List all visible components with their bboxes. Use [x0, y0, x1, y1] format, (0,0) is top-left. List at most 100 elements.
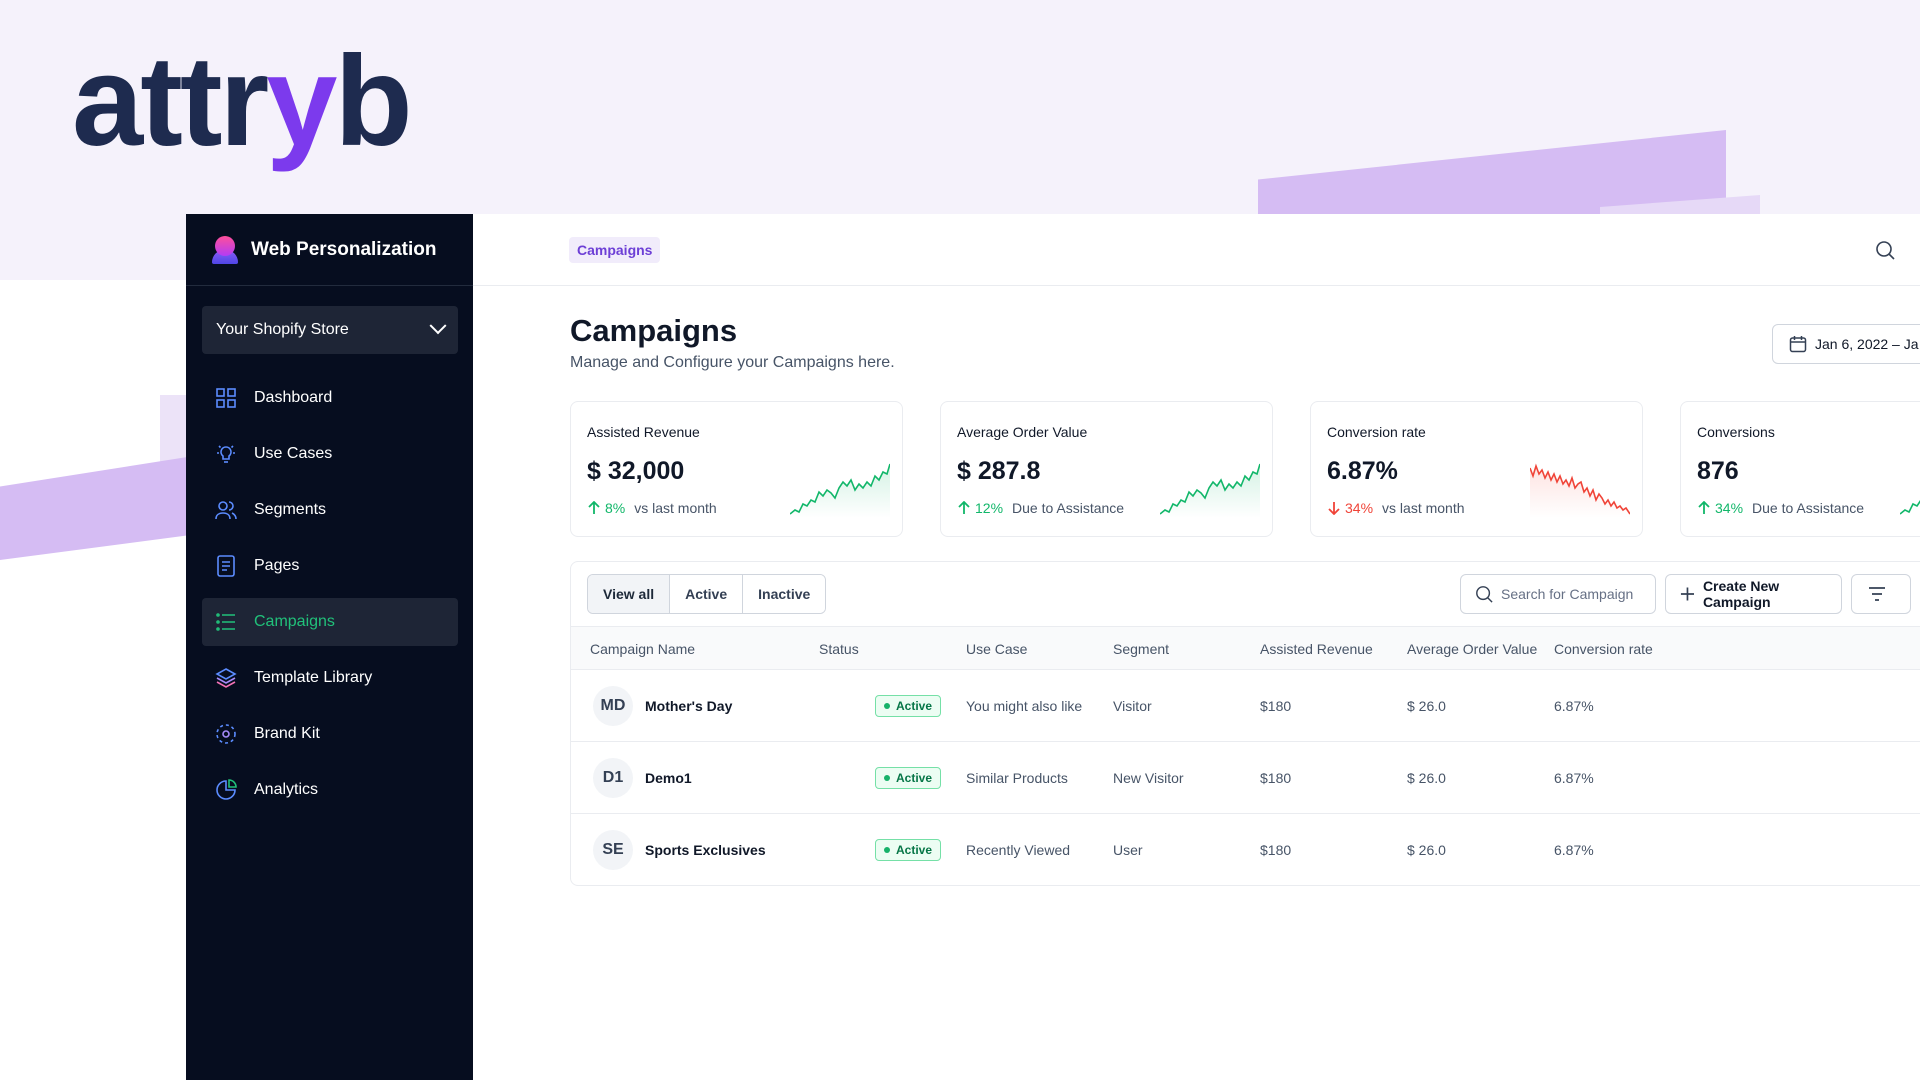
date-range-picker[interactable]: Jan 6, 2022 – Ja	[1772, 324, 1920, 364]
average-order-value-cell: $ 26.0	[1407, 842, 1446, 858]
status-dot-icon	[884, 703, 890, 709]
stat-card-value: 6.87%	[1327, 457, 1398, 485]
stat-card-value: $ 32,000	[587, 457, 685, 485]
arrow-up-icon	[1698, 501, 1710, 514]
status-badge-label: Active	[896, 699, 933, 713]
assisted-revenue-cell: $180	[1260, 698, 1292, 714]
filter-view-all-button[interactable]: View all	[588, 575, 671, 613]
avatar: D1	[593, 758, 633, 798]
page-subtitle: Manage and Configure your Campaigns here…	[570, 354, 895, 371]
stat-card-delta-value: 34%	[1715, 500, 1744, 516]
status-badge-label: Active	[896, 843, 933, 857]
stat-card-value: $ 287.8	[957, 457, 1041, 485]
sidebar-item-label: Use Cases	[254, 445, 333, 462]
sidebar-item-campaigns[interactable]: Campaigns	[202, 598, 458, 646]
table-row[interactable]: D1 Demo1 Active Similar Products New Vis…	[571, 742, 1920, 814]
stat-card-label: Assisted Revenue	[587, 424, 700, 440]
status-dot-icon	[884, 847, 890, 853]
use-case-cell: Recently Viewed	[966, 842, 1071, 858]
calendar-icon	[1789, 336, 1807, 353]
stat-card-average-order-value: Average Order Value $ 287.8 12% Due to A…	[940, 401, 1273, 537]
column-header[interactable]: Use Case	[966, 641, 1028, 657]
store-selector-label: Your Shopify Store	[216, 321, 349, 338]
layers-icon	[215, 667, 237, 689]
users-icon	[215, 499, 237, 521]
top-bar: Campaigns	[473, 214, 1920, 286]
sidebar-item-label: Brand Kit	[254, 725, 320, 742]
stat-card-label: Conversion rate	[1327, 424, 1426, 440]
column-header[interactable]: Status	[819, 641, 859, 657]
assisted-revenue-cell: $180	[1260, 770, 1292, 786]
sidebar: Web Personalization Your Shopify Store D…	[186, 214, 473, 1080]
list-icon	[215, 611, 237, 633]
store-selector[interactable]: Your Shopify Store	[202, 306, 458, 354]
sparkline-chart	[1900, 500, 1920, 515]
create-new-campaign-button[interactable]: Create New Campaign	[1665, 574, 1842, 614]
stat-card-conversions: Conversions 876 34% Due to Assistance	[1680, 401, 1920, 537]
campaign-name[interactable]: Sports Exclusives	[645, 842, 766, 858]
create-new-campaign-label: Create New Campaign	[1702, 578, 1780, 610]
app-logo-icon	[212, 235, 238, 264]
avatar: SE	[593, 830, 633, 870]
filter-button[interactable]	[1851, 574, 1911, 614]
sidebar-item-template-library[interactable]: Template Library	[202, 654, 458, 702]
stat-card-conversion-rate: Conversion rate 6.87% 34% vs last month	[1310, 401, 1643, 537]
status-badge-label: Active	[896, 771, 933, 785]
arrow-up-icon	[958, 501, 970, 514]
sidebar-item-label: Dashboard	[254, 389, 333, 406]
column-header[interactable]: Assisted Revenue	[1260, 641, 1373, 657]
column-header[interactable]: Campaign Name	[590, 641, 696, 657]
average-order-value-cell: $ 26.0	[1407, 770, 1446, 786]
sidebar-item-segments[interactable]: Segments	[202, 486, 458, 534]
conversion-rate-cell: 6.87%	[1554, 770, 1594, 786]
stat-card-delta: 34% vs last month	[1327, 500, 1465, 516]
status-dot-icon	[884, 775, 890, 781]
sidebar-item-dashboard[interactable]: Dashboard	[202, 374, 458, 422]
sidebar-item-label: Pages	[254, 557, 300, 574]
stat-card-delta-value: 34%	[1345, 500, 1374, 516]
column-header[interactable]: Average Order Value	[1407, 641, 1538, 657]
page-title: Campaigns	[570, 313, 738, 348]
sidebar-item-use-cases[interactable]: Use Cases	[202, 430, 458, 478]
column-header[interactable]: Segment	[1113, 641, 1170, 657]
status-badge: Active	[875, 695, 942, 717]
brand-kit-icon	[215, 723, 237, 745]
arrow-down-icon	[1328, 502, 1340, 515]
filter-active-button[interactable]: Active	[670, 575, 744, 613]
status-filter-tabs: View all Active Inactive	[587, 574, 827, 614]
stat-card-delta-value: 8%	[605, 500, 626, 516]
page-icon	[215, 555, 237, 577]
campaign-search-input[interactable]: Search for Campaign	[1460, 574, 1656, 614]
sidebar-item-label: Analytics	[254, 781, 319, 798]
stat-card-delta-note: vs last month	[634, 500, 717, 516]
campaigns-table: View all Active Inactive Search for Camp…	[570, 561, 1920, 886]
main-content: Campaigns Campaigns Manage and Configure…	[473, 214, 1920, 1080]
stat-card-delta: 8% vs last month	[587, 500, 717, 516]
segment-cell: User	[1113, 842, 1143, 858]
stat-card-delta-value: 12%	[975, 500, 1004, 516]
breadcrumb[interactable]: Campaigns	[569, 236, 661, 263]
use-case-cell: Similar Products	[966, 770, 1068, 786]
stat-card-delta-note: Due to Assistance	[1012, 500, 1125, 516]
sparkline-chart	[1160, 463, 1260, 518]
sidebar-item-analytics[interactable]: Analytics	[202, 766, 458, 814]
filter-inactive-button[interactable]: Inactive	[743, 575, 826, 613]
pie-chart-icon	[215, 779, 237, 801]
filter-lines-icon	[1869, 587, 1885, 601]
app-title: Web Personalization	[251, 238, 437, 260]
sidebar-item-label: Segments	[254, 501, 327, 518]
column-header[interactable]: Conversion rate	[1554, 641, 1653, 657]
campaign-name[interactable]: Mother's Day	[645, 698, 733, 714]
stat-card-delta-note: vs last month	[1382, 500, 1465, 516]
campaign-name[interactable]: Demo1	[645, 770, 692, 786]
sidebar-item-pages[interactable]: Pages	[202, 542, 458, 590]
status-badge: Active	[875, 767, 942, 789]
sidebar-item-brand-kit[interactable]: Brand Kit	[202, 710, 458, 758]
arrow-up-icon	[588, 501, 600, 514]
segment-cell: New Visitor	[1113, 770, 1184, 786]
grid-icon	[215, 387, 237, 409]
table-row[interactable]: MD Mother's Day Active You might also li…	[571, 670, 1920, 742]
assisted-revenue-cell: $180	[1260, 842, 1292, 858]
search-icon[interactable]	[1875, 240, 1895, 265]
table-row[interactable]: SE Sports Exclusives Active Recently Vie…	[571, 814, 1920, 886]
